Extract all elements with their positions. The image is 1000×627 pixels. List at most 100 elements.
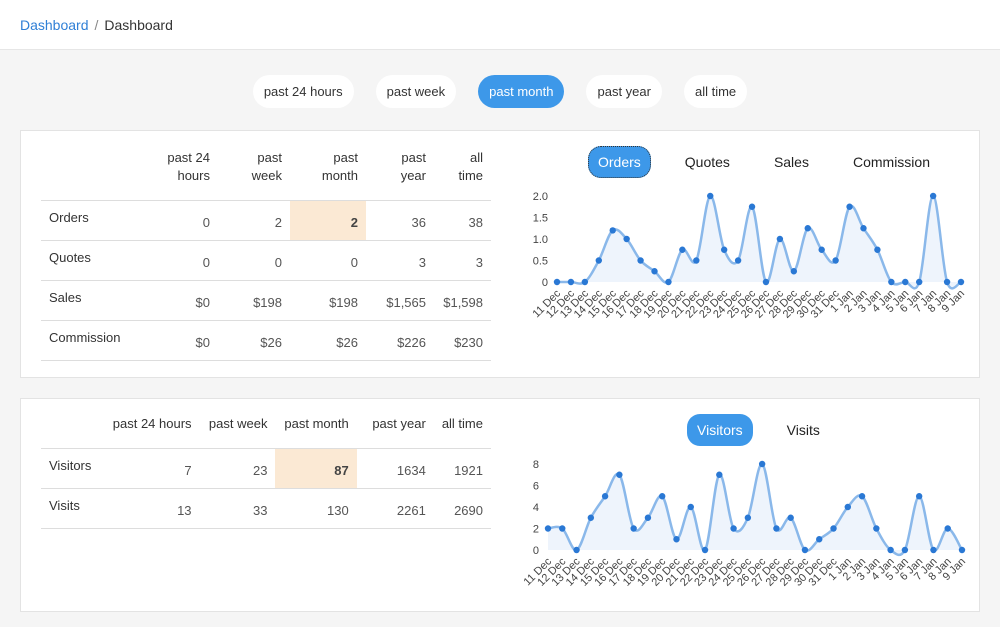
table-cell: 2690 <box>433 488 491 529</box>
table-header: past year <box>372 416 426 431</box>
data-point <box>944 525 951 532</box>
table-header: all time <box>441 416 483 431</box>
data-point <box>830 525 837 532</box>
visitor-chart-tabs: Visitors Visits <box>687 414 830 446</box>
y-tick-label: 0 <box>533 545 539 557</box>
data-point <box>730 525 737 532</box>
sales-panel: past 24 hours past week past month past year… <box>20 130 980 378</box>
data-point <box>874 246 881 253</box>
table-cell: $1,598 <box>434 280 491 321</box>
data-point <box>860 225 867 232</box>
table-row: Orders 0 2 2 36 38 <box>41 200 491 241</box>
data-point <box>762 278 770 286</box>
visitors-panel: past 24 hours past week past month past … <box>20 398 980 612</box>
row-label: Sales <box>41 280 151 321</box>
data-point <box>846 203 853 210</box>
tab-commission[interactable]: Commission <box>852 154 930 170</box>
data-point <box>773 525 780 532</box>
data-point <box>915 493 923 500</box>
top-bar: Dashboard / Dashboard <box>0 0 1000 50</box>
period-past-24-hours[interactable]: past 24 hours <box>252 75 354 108</box>
period-selector: past 24 hours past week past month past … <box>0 75 1000 108</box>
data-point <box>616 471 623 478</box>
data-point <box>637 257 644 264</box>
breadcrumb-link-dashboard[interactable]: Dashboard <box>20 17 89 33</box>
table-row: Quotes 0 0 0 3 3 <box>41 240 491 281</box>
data-point <box>957 278 965 286</box>
data-point <box>587 514 595 521</box>
table-cell: 0 <box>218 240 290 281</box>
period-past-week[interactable]: past week <box>375 75 457 108</box>
table-header: past week <box>208 416 268 431</box>
data-point <box>916 278 923 286</box>
tab-sales[interactable]: Sales <box>773 154 809 170</box>
data-point <box>720 246 728 253</box>
table-cell: 130 <box>275 488 357 529</box>
table-header: all time <box>458 150 483 183</box>
table-cell: 13 <box>104 488 200 529</box>
period-past-month[interactable]: past month <box>478 75 565 108</box>
table-cell: 0 <box>151 240 218 281</box>
tab-visitors[interactable]: Visitors <box>687 414 753 446</box>
data-point <box>734 257 742 264</box>
tab-quotes[interactable]: Quotes <box>684 154 730 170</box>
data-point <box>832 257 839 264</box>
y-tick-label: 1.5 <box>533 213 548 225</box>
row-label: Orders <box>41 200 151 241</box>
table-cell: 2 <box>218 200 290 241</box>
y-tick-label: 0.5 <box>533 256 548 268</box>
data-point <box>630 525 637 532</box>
period-past-year[interactable]: past year <box>586 75 662 108</box>
data-point <box>844 503 851 511</box>
table-cell: $230 <box>434 320 491 361</box>
table-cell: $26 <box>290 320 366 361</box>
y-tick-label: 2 <box>533 524 539 536</box>
tab-orders[interactable]: Orders <box>588 146 651 178</box>
data-point <box>581 278 589 286</box>
data-point <box>716 471 723 478</box>
row-label: Visitors <box>41 448 105 489</box>
table-cell-highlighted: 2 <box>290 200 366 241</box>
table-cell: 0 <box>290 240 366 281</box>
data-point <box>858 493 866 500</box>
table-header-empty <box>41 149 151 201</box>
sales-chart-tabs: Orders Quotes Sales Commission <box>588 146 940 178</box>
data-point <box>901 546 909 554</box>
period-all-time[interactable]: all time <box>683 75 748 108</box>
series-area <box>557 195 961 289</box>
breadcrumb-current: Dashboard <box>104 17 173 33</box>
table-cell: 1634 <box>356 448 434 489</box>
data-point <box>665 278 672 286</box>
table-row: Sales $0 $198 $198 $1,565 $1,598 <box>41 280 491 321</box>
data-point <box>651 268 658 275</box>
data-point <box>943 278 951 286</box>
y-tick-label: 0 <box>542 277 548 289</box>
table-header: past week <box>251 150 282 183</box>
table-cell-highlighted: 87 <box>275 448 357 489</box>
table-cell: $26 <box>218 320 290 361</box>
data-point <box>816 536 823 543</box>
data-point <box>790 268 798 275</box>
table-header: past month <box>284 416 349 431</box>
tab-visits[interactable]: Visits <box>786 422 820 438</box>
table-header-empty <box>41 415 105 449</box>
data-point <box>693 257 700 264</box>
data-point <box>929 192 937 200</box>
table-cell: 1921 <box>433 448 491 489</box>
y-tick-label: 4 <box>533 502 539 514</box>
data-point <box>701 546 709 554</box>
table-header: past year <box>400 150 426 183</box>
data-point <box>673 536 680 543</box>
table-cell: $198 <box>218 280 290 321</box>
row-label: Commission <box>41 320 151 361</box>
table-cell: $0 <box>151 280 218 321</box>
row-label: Visits <box>41 488 105 529</box>
data-point <box>888 278 895 286</box>
table-cell: $198 <box>290 280 366 321</box>
data-point <box>609 227 616 234</box>
y-tick-label: 1.0 <box>533 234 548 246</box>
table-cell: $226 <box>366 320 434 361</box>
data-point <box>553 278 561 286</box>
data-point <box>623 235 630 243</box>
